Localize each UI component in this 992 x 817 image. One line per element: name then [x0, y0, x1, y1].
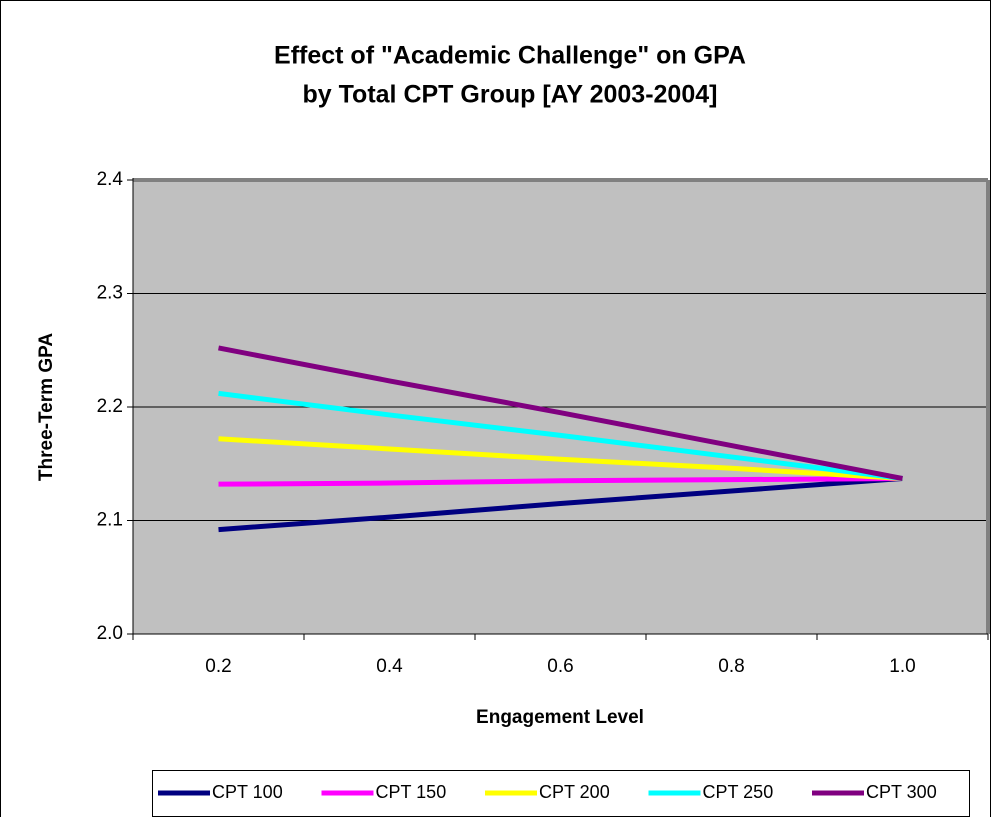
x-tick-label: 1.0 — [889, 656, 915, 677]
series-line — [218, 476, 903, 487]
y-tick-label: 2.0 — [97, 623, 123, 644]
chart-title: by Total CPT Group [AY 2003-2004] — [303, 81, 718, 109]
y-axis-title: Three-Term GPA — [36, 333, 57, 481]
series-line — [218, 476, 903, 533]
series-line — [218, 436, 903, 482]
y-tick-label: 2.3 — [97, 283, 123, 304]
legend-label: CPT 150 — [376, 782, 447, 802]
y-tick-label: 2.4 — [97, 169, 124, 190]
legend-label: CPT 100 — [212, 782, 283, 802]
chart-title: Effect of "Academic Challenge" on GPA — [274, 42, 746, 70]
x-tick-label: 0.8 — [718, 656, 744, 677]
series-line — [218, 345, 903, 481]
y-tick-label: 2.2 — [97, 396, 123, 417]
x-axis-title: Engagement Level — [476, 707, 644, 728]
y-tick-label: 2.1 — [97, 510, 123, 531]
legend-label: CPT 300 — [866, 782, 937, 802]
series-line — [218, 390, 903, 481]
legend-label: CPT 250 — [703, 782, 774, 802]
x-tick-label: 0.6 — [547, 656, 573, 677]
x-tick-label: 0.2 — [205, 656, 231, 677]
legend-label: CPT 200 — [539, 782, 610, 802]
x-tick-label: 0.4 — [376, 656, 403, 677]
